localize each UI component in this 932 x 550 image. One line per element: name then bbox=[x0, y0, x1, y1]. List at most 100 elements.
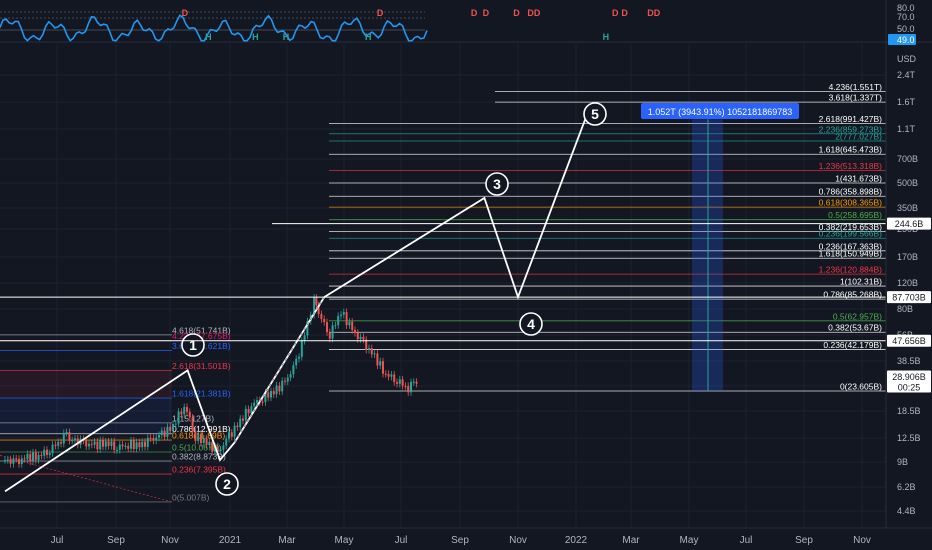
candle-body bbox=[4, 460, 6, 461]
candle-body bbox=[264, 392, 267, 403]
x-tick-label: Sep bbox=[795, 535, 813, 546]
candle-body bbox=[270, 391, 272, 398]
candle-body bbox=[15, 458, 18, 460]
candle-body bbox=[404, 385, 407, 387]
candle-body bbox=[46, 449, 48, 455]
candle-body bbox=[396, 382, 398, 384]
fib-level-label: 4.236(1.551T) bbox=[829, 82, 883, 92]
candle-body bbox=[275, 385, 278, 395]
candle-body bbox=[130, 440, 132, 449]
candle-body bbox=[214, 446, 216, 452]
candle-body bbox=[272, 391, 275, 395]
fib-level-label: 1.236(120.884B) bbox=[819, 265, 882, 275]
candle-body bbox=[284, 380, 286, 382]
oscillator-line bbox=[0, 14, 428, 42]
x-tick-label: Nov bbox=[509, 535, 527, 546]
candle-body bbox=[219, 449, 222, 452]
candle-body bbox=[365, 339, 368, 350]
candle-body bbox=[228, 432, 230, 439]
wave-marker-4[interactable] bbox=[519, 312, 543, 336]
candle-body bbox=[292, 365, 295, 375]
candle-body bbox=[76, 438, 79, 445]
osc-signal-bull: H bbox=[603, 32, 610, 42]
fib-level-label-left: 2.618(31.501B) bbox=[172, 361, 231, 371]
fib-level-label: 0(23.605B) bbox=[840, 382, 882, 392]
osc-signal-bear: D bbox=[483, 8, 490, 18]
fib-level-label-left: 0.5(10.067B) bbox=[172, 442, 221, 452]
candle-body bbox=[186, 406, 188, 412]
candle-body bbox=[188, 411, 191, 418]
candle-body bbox=[261, 401, 264, 403]
fib-level-label: 1(431.673B) bbox=[835, 174, 882, 184]
candle-body bbox=[211, 441, 214, 452]
wave-marker-3[interactable] bbox=[485, 172, 509, 196]
candle-body bbox=[20, 458, 23, 465]
candle-body bbox=[281, 380, 284, 392]
y-tick-label: 170B bbox=[897, 252, 918, 262]
fib-level-label-left: 0.236(7.395B) bbox=[172, 465, 226, 475]
fib-level-label: 1(102.31B) bbox=[840, 277, 882, 287]
x-tick-label: Mar bbox=[278, 535, 296, 546]
candle-body bbox=[250, 406, 253, 414]
osc-signal-bull: H bbox=[205, 32, 212, 42]
wave-marker-1[interactable] bbox=[181, 333, 205, 357]
price-tag bbox=[887, 370, 931, 393]
candle-body bbox=[398, 379, 401, 384]
osc-signal-bear: DD bbox=[527, 8, 540, 18]
candle-body bbox=[410, 382, 412, 393]
y-tick-label: 2.4T bbox=[897, 70, 916, 80]
candle-body bbox=[407, 385, 410, 393]
candle-body bbox=[208, 441, 211, 445]
x-tick-label: May bbox=[335, 535, 354, 546]
x-tick-label: Nov bbox=[161, 535, 179, 546]
candle-body bbox=[160, 430, 163, 436]
osc-signal-bear: D bbox=[621, 8, 628, 18]
candle-body bbox=[32, 452, 34, 462]
candle-body bbox=[267, 392, 270, 398]
fib-level-label-left: 1.618(21.381B) bbox=[172, 389, 231, 399]
osc-value-tag bbox=[888, 34, 916, 45]
candle-body bbox=[328, 332, 331, 339]
candle-body bbox=[40, 454, 43, 456]
candle-body bbox=[149, 437, 152, 439]
candle-body bbox=[197, 434, 200, 441]
x-tick-label: Jul bbox=[51, 535, 64, 546]
candle-body bbox=[323, 319, 326, 323]
candle-body bbox=[351, 321, 354, 331]
fib-level-label: 0.786(85.268B) bbox=[823, 290, 882, 300]
fib-level-label: 0.236(199.566B) bbox=[819, 229, 882, 239]
price-tag-label: 28.906B bbox=[892, 372, 926, 382]
y-tick-label: 1.6T bbox=[897, 97, 916, 107]
candle-body bbox=[48, 453, 51, 455]
candle-body bbox=[57, 442, 60, 446]
candle-body bbox=[135, 442, 138, 449]
wave-marker-5[interactable] bbox=[583, 102, 607, 126]
candle-body bbox=[401, 379, 404, 386]
candle-body bbox=[174, 423, 177, 425]
osc-signal-bear: D bbox=[182, 8, 189, 18]
candle-body bbox=[244, 408, 247, 421]
candle-body bbox=[102, 440, 104, 447]
fib-level-label: 0.236(42.179B) bbox=[823, 340, 882, 350]
fib-level-label-left: 0.786(12.991B) bbox=[172, 424, 231, 434]
candle-body bbox=[205, 438, 208, 445]
candle-body bbox=[163, 430, 166, 437]
candle-body bbox=[113, 441, 116, 450]
candle-body bbox=[289, 374, 292, 378]
fib-level-label-left: 4.618(51.741B) bbox=[172, 325, 231, 335]
candle-body bbox=[362, 336, 365, 340]
candle-body bbox=[155, 437, 158, 441]
candle-body bbox=[216, 446, 219, 452]
price-tag-label: 244.6B bbox=[895, 219, 924, 229]
candle-body bbox=[104, 441, 107, 447]
candle-body bbox=[141, 441, 144, 448]
wave-guide bbox=[0, 455, 173, 503]
fib-level-label: 1.618(150.949B) bbox=[819, 249, 882, 259]
candle-body bbox=[286, 377, 289, 382]
projection-label: 1.052T (3943.91%) 1052181869783 bbox=[648, 107, 792, 117]
osc-signal-bull: H bbox=[252, 32, 259, 42]
candle-body bbox=[191, 417, 194, 432]
candle-body bbox=[172, 424, 174, 431]
wave-marker-2[interactable] bbox=[215, 472, 239, 496]
